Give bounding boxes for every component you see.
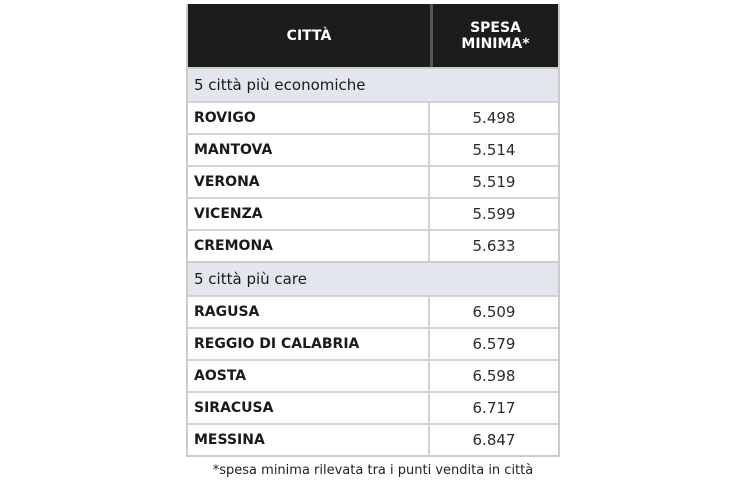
table-body: 5 città più economiche ROVIGO 5.498 MANTOVA…: [188, 67, 558, 455]
city-cell: AOSTA: [188, 361, 430, 391]
table-row: VERONA 5.519: [188, 165, 558, 197]
table-row: VICENZA 5.599: [188, 197, 558, 229]
spend-cell: 5.633: [472, 237, 516, 255]
spend-cell: 6.847: [472, 431, 516, 449]
spend-cell: 6.717: [472, 399, 516, 417]
section-header: 5 città più care: [188, 261, 558, 295]
spending-table: CITTÀ SPESA MINIMA* 5 città più economic…: [186, 4, 560, 457]
spend-cell: 5.599: [472, 205, 516, 223]
header-city: CITTÀ: [188, 4, 433, 67]
section-header: 5 città più economiche: [188, 67, 558, 101]
table-row: MANTOVA 5.514: [188, 133, 558, 165]
city-cell: REGGIO DI CALABRIA: [188, 329, 430, 359]
city-cell: RAGUSA: [188, 297, 430, 327]
spend-cell: 5.514: [472, 141, 516, 159]
table-row: MESSINA 6.847: [188, 423, 558, 455]
table-header: CITTÀ SPESA MINIMA*: [188, 4, 558, 67]
spend-cell: 5.519: [472, 173, 516, 191]
table-row: CREMONA 5.633: [188, 229, 558, 261]
table-row: ROVIGO 5.498: [188, 101, 558, 133]
city-cell: VICENZA: [188, 199, 430, 229]
spend-cell: 6.598: [472, 367, 516, 385]
city-cell: SIRACUSA: [188, 393, 430, 423]
city-cell: VERONA: [188, 167, 430, 197]
table-row: RAGUSA 6.509: [188, 295, 558, 327]
spend-cell: 5.498: [472, 109, 516, 127]
header-spend: SPESA MINIMA*: [461, 19, 530, 52]
table-row: SIRACUSA 6.717: [188, 391, 558, 423]
city-cell: MESSINA: [188, 425, 430, 455]
spend-cell: 6.579: [472, 335, 516, 353]
city-cell: CREMONA: [188, 231, 430, 261]
city-cell: MANTOVA: [188, 135, 430, 165]
footnote: *spesa minima rilevata tra i punti vendi…: [212, 463, 534, 478]
table-row: AOSTA 6.598: [188, 359, 558, 391]
spend-cell: 6.509: [472, 303, 516, 321]
table-row: REGGIO DI CALABRIA 6.579: [188, 327, 558, 359]
city-cell: ROVIGO: [188, 103, 430, 133]
